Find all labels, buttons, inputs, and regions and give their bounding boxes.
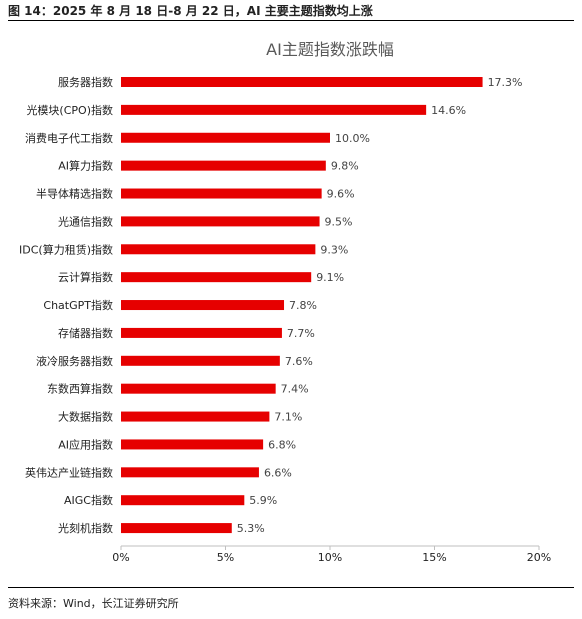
category-label: IDC(算力租赁)指数 [19, 242, 113, 256]
value-label: 7.7% [287, 327, 315, 340]
value-label: 7.1% [274, 411, 302, 424]
category-label: 半导体精选指数 [36, 187, 113, 201]
bar [121, 355, 280, 366]
category-label: ChatGPT指数 [43, 298, 113, 312]
x-tick-label: 0% [112, 551, 129, 564]
bar [121, 383, 276, 394]
value-label: 14.6% [431, 104, 466, 117]
value-label: 7.8% [289, 299, 317, 312]
bar [121, 411, 270, 422]
x-tick-label: 10% [318, 551, 342, 564]
bar [121, 216, 320, 227]
bar [121, 244, 316, 255]
x-tick-label: 15% [422, 551, 446, 564]
category-label: AI算力指数 [58, 159, 113, 173]
bar [121, 188, 322, 199]
source-note: 资料来源：Wind，长江证券研究所 [8, 597, 179, 610]
category-label: 光模块(CPO)指数 [26, 103, 113, 117]
bar [121, 160, 326, 171]
value-label: 6.8% [268, 438, 296, 451]
bar [121, 132, 330, 143]
category-label: 光刻机指数 [58, 521, 113, 535]
value-label: 5.3% [237, 522, 265, 535]
value-label: 9.6% [327, 188, 355, 201]
value-label: 7.6% [285, 355, 313, 368]
source-divider [8, 587, 574, 588]
value-label: 10.0% [335, 132, 370, 145]
chart-title: AI主题指数涨跌幅 [266, 40, 394, 59]
x-tick-label: 5% [217, 551, 234, 564]
bar [121, 272, 312, 283]
category-label: 液冷服务器指数 [36, 354, 113, 368]
value-label: 6.6% [264, 466, 292, 479]
category-label: 存储器指数 [58, 326, 113, 340]
category-label: 英伟达产业链指数 [25, 465, 113, 479]
value-label: 17.3% [488, 76, 523, 89]
value-label: 9.1% [316, 271, 344, 284]
bar [121, 327, 282, 338]
figure-caption: 图 14：2025 年 8 月 18 日-8 月 22 日，AI 主要主题指数均… [8, 4, 373, 18]
category-label: AI应用指数 [58, 437, 113, 451]
value-label: 5.9% [249, 494, 277, 507]
bar [121, 439, 264, 450]
bar [121, 523, 232, 534]
category-label: 大数据指数 [58, 410, 113, 424]
category-label: 东数西算指数 [47, 382, 113, 396]
x-tick-label: 20% [527, 551, 551, 564]
value-label: 9.3% [320, 243, 348, 256]
bar [121, 300, 285, 311]
category-label: 消费电子代工指数 [25, 131, 113, 145]
bar [121, 467, 259, 478]
caption-divider [8, 20, 574, 21]
bar [121, 77, 483, 87]
plot-area: 服务器指数 17.3% 光模块(CPO)指数 14.6% 消费电子代工指数 10.0% AI… [19, 75, 551, 564]
value-label: 9.5% [325, 215, 353, 228]
category-label: 服务器指数 [58, 75, 113, 89]
category-label: 云计算指数 [58, 270, 113, 284]
category-label: AIGC指数 [64, 493, 113, 507]
category-label: 光通信指数 [58, 214, 113, 228]
bar-chart: AI主题指数涨跌幅 服务器指数 17.3% 光模块(CPO)指数 14.6% 消费电子代… [19, 40, 551, 564]
bar [121, 495, 245, 506]
bar [121, 104, 427, 115]
value-label: 9.8% [331, 160, 359, 173]
value-label: 7.4% [281, 383, 309, 396]
